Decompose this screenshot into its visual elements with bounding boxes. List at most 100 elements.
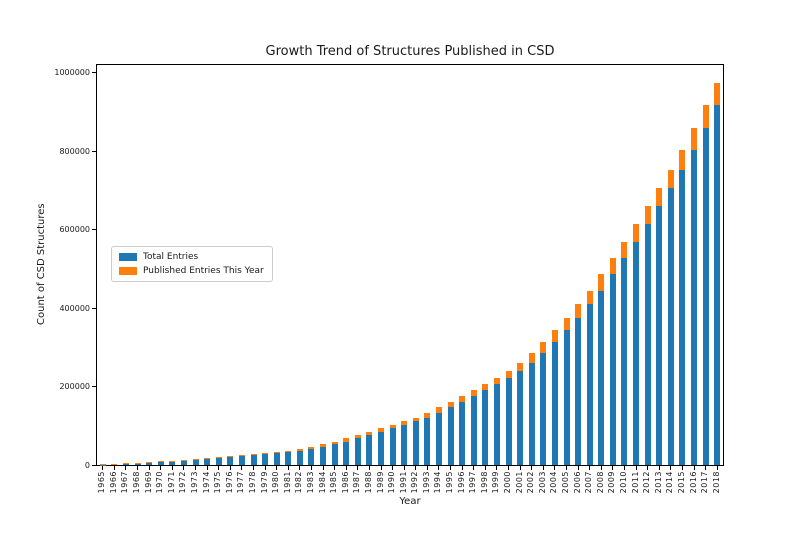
bar-total-1988 [366,435,373,465]
bar-total-2007 [586,304,593,465]
bar-total-1980 [273,453,280,465]
bar-total-2012 [644,223,651,465]
bar-total-1984 [320,446,327,465]
x-axis-tick [218,466,220,470]
x-axis-tick-label: 1980 [271,471,281,494]
y-axis-tick-label: 200000 [59,382,90,392]
x-axis-tick [403,466,405,470]
x-axis-tick-label: 1998 [479,471,489,494]
y-axis-tick [92,464,96,466]
bar-new-1986 [343,438,350,442]
bar-total-1989 [378,431,385,465]
x-axis-tick-label: 2009 [607,471,617,494]
bar-new-2014 [667,169,674,188]
x-axis-tick [334,466,336,470]
bar-total-2001 [517,370,524,465]
x-axis-tick [658,466,660,470]
bar-new-1975 [215,457,222,458]
x-axis-tick-label: 1970 [155,471,165,494]
bar-total-1977 [238,456,245,465]
bar-new-1980 [273,452,280,454]
x-axis-tick-label: 2018 [711,471,721,494]
bar-total-1970 [157,462,164,465]
bar-new-2006 [575,304,582,318]
bar-new-1982 [296,448,303,451]
bar-total-1967 [122,463,129,465]
x-axis-tick [542,466,544,470]
bar-total-1979 [262,454,269,465]
x-axis-tick-label: 1999 [491,471,501,494]
bar-total-1987 [354,438,361,465]
x-axis-tick [310,466,312,470]
bar-total-1992 [412,421,419,465]
bar-total-1966 [111,464,118,465]
bar-total-1998 [482,390,489,465]
bar-total-1991 [401,425,408,465]
x-axis-tick-label: 2011 [630,471,640,494]
x-axis-tick-label: 1991 [398,471,408,494]
x-axis-tick [450,466,452,470]
bar-new-2010 [621,241,628,258]
bar-new-1978 [250,454,257,456]
legend-item-total-entries: Total Entries [119,252,264,262]
x-axis-tick [670,466,672,470]
y-axis-tick-label: 1000000 [54,68,90,78]
x-axis-tick-label: 1965 [97,471,107,494]
x-axis-tick [508,466,510,470]
bar-total-2003 [540,353,547,465]
bar-new-1987 [354,435,361,439]
x-axis-tick [206,466,208,470]
bar-new-1999 [493,377,500,385]
x-axis-tick-label: 1976 [224,471,234,494]
bar-new-1993 [424,412,431,418]
x-axis-tick [716,466,718,470]
x-axis-tick-label: 1997 [468,471,478,494]
x-axis-tick [276,466,278,470]
x-axis-tick [241,466,243,470]
bar-total-2009 [609,274,616,465]
x-axis-tick-label: 1995 [445,471,455,494]
x-axis-tick-label: 2014 [665,471,675,494]
bar-total-2005 [563,330,570,465]
bar-new-1981 [285,450,292,453]
bar-new-1970 [157,461,164,463]
x-axis-tick-label: 1975 [213,471,223,494]
bar-new-1973 [192,458,199,460]
bar-new-1997 [470,390,477,396]
x-axis-tick-label: 1982 [294,471,304,494]
y-axis-label: Count of CSD Structures [36,203,47,325]
bar-total-1996 [459,401,466,465]
x-axis-tick-label: 1974 [201,471,211,494]
bar-total-1990 [389,428,396,465]
x-axis-tick-label: 2015 [676,471,686,494]
y-axis-tick [92,386,96,388]
x-axis-tick [171,466,173,470]
x-axis-tick [148,466,150,470]
x-axis-tick [102,466,104,470]
x-axis-tick-label: 2002 [526,471,536,494]
bar-total-2016 [691,150,698,465]
x-axis-tick [577,466,579,470]
bar-new-1971 [169,460,176,462]
x-axis-tick [484,466,486,470]
bar-new-1977 [238,455,245,457]
bar-new-1990 [389,425,396,429]
bar-total-1978 [250,455,257,465]
x-axis-tick-label: 2004 [549,471,559,494]
bar-new-1985 [331,441,338,445]
chart-title: Growth Trend of Structures Published in … [265,44,555,59]
bar-total-1971 [169,461,176,465]
bar-new-2004 [551,330,558,343]
y-axis-tick [92,72,96,74]
x-axis-tick [137,466,139,470]
x-axis-tick-label: 2001 [514,471,524,494]
bar-new-2002 [528,353,535,363]
bar-new-1972 [180,459,187,461]
x-axis-tick-label: 1986 [340,471,350,494]
bar-total-2018 [714,105,721,465]
x-axis-tick-label: 2008 [595,471,605,494]
x-axis-tick [299,466,301,470]
x-axis-tick [566,466,567,470]
x-axis-tick-label: 1993 [421,471,431,494]
